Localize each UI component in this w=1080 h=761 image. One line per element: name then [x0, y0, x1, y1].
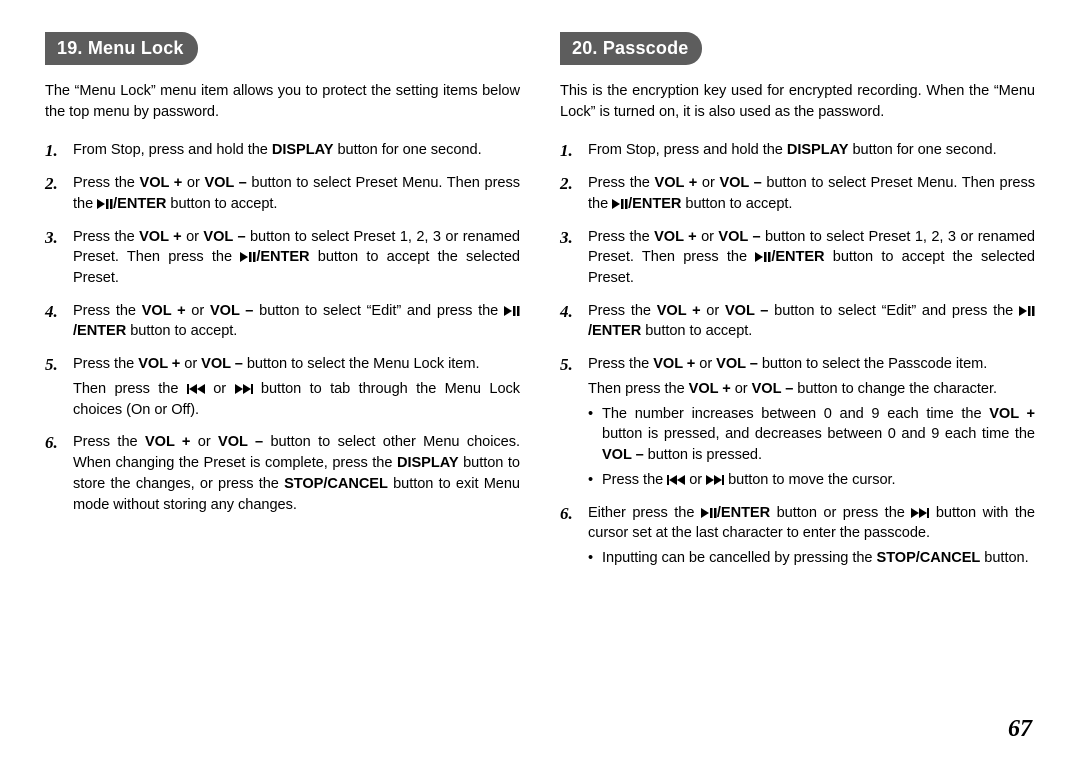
- skip-forward-icon: [235, 384, 253, 394]
- step-item: Press the VOL + or VOL – button to selec…: [588, 173, 1035, 214]
- step-item: Press the VOL + or VOL – button to selec…: [588, 227, 1035, 289]
- section-heading-menu-lock: 19. Menu Lock: [45, 32, 198, 65]
- page-number: 67: [1008, 716, 1032, 743]
- play-pause-icon: [240, 252, 256, 262]
- steps-list: From Stop, press and hold the DISPLAY bu…: [560, 140, 1035, 568]
- step-item: From Stop, press and hold the DISPLAY bu…: [73, 140, 520, 161]
- left-column: 19. Menu Lock The “Menu Lock” menu item …: [45, 32, 520, 581]
- step-item: Press the VOL + or VOL – button to selec…: [73, 173, 520, 214]
- skip-forward-icon: [706, 475, 724, 485]
- step-item: Press the VOL + or VOL – button to selec…: [73, 354, 520, 420]
- play-pause-icon: [97, 199, 113, 209]
- manual-page: 19. Menu Lock The “Menu Lock” menu item …: [45, 32, 1035, 581]
- intro-text: The “Menu Lock” menu item allows you to …: [45, 81, 520, 122]
- bullet-item: The number increases between 0 and 9 eac…: [602, 404, 1035, 466]
- sub-bullets: Inputting can be cancelled by pressing t…: [588, 548, 1035, 569]
- steps-list: From Stop, press and hold the DISPLAY bu…: [45, 140, 520, 515]
- skip-back-icon: [187, 384, 205, 394]
- step-item: Either press the /ENTER button or press …: [588, 503, 1035, 569]
- bullet-item: Inputting can be cancelled by pressing t…: [602, 548, 1035, 569]
- bullet-item: Press the or button to move the cursor.: [602, 470, 1035, 491]
- step-item: Press the VOL + or VOL – button to selec…: [73, 432, 520, 515]
- play-pause-icon: [504, 306, 520, 316]
- step-item: Press the VOL + or VOL – button to selec…: [73, 301, 520, 342]
- intro-text: This is the encryption key used for encr…: [560, 81, 1035, 122]
- play-pause-icon: [701, 508, 717, 518]
- sub-bullets: The number increases between 0 and 9 eac…: [588, 404, 1035, 491]
- play-pause-icon: [755, 252, 771, 262]
- section-heading-passcode: 20. Passcode: [560, 32, 702, 65]
- right-column: 20. Passcode This is the encryption key …: [560, 32, 1035, 581]
- skip-back-icon: [667, 475, 685, 485]
- step-item: From Stop, press and hold the DISPLAY bu…: [588, 140, 1035, 161]
- step-item: Press the VOL + or VOL – button to selec…: [588, 301, 1035, 342]
- play-pause-icon: [612, 199, 628, 209]
- step-item: Press the VOL + or VOL – button to selec…: [73, 227, 520, 289]
- skip-forward-icon: [911, 508, 929, 518]
- step-item: Press the VOL + or VOL – button to selec…: [588, 354, 1035, 490]
- play-pause-icon: [1019, 306, 1035, 316]
